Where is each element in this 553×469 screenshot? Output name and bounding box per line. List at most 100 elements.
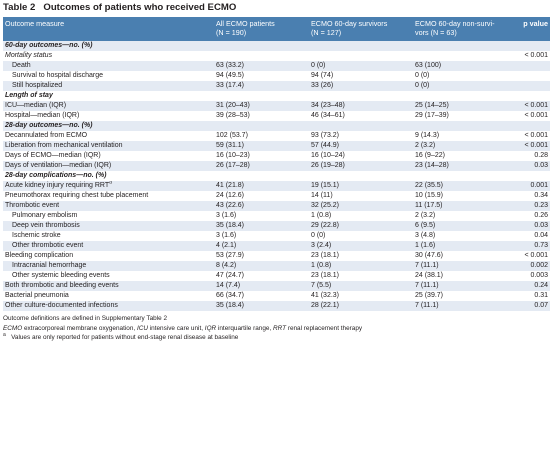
- table-row: Bleeding complication 53 (27.9) 23 (18.1) 3…: [3, 251, 550, 261]
- table-row: Both thrombotic and bleeding events 14 (7…: [3, 281, 550, 291]
- cell-survivors: 3 (2.4): [309, 241, 413, 251]
- cell-p-value: 0.03: [513, 161, 550, 171]
- notes-abbreviations: ECMO extracorporeal membrane oxygenation…: [3, 324, 550, 334]
- cell-all-ecmo: 59 (31.1): [214, 141, 309, 151]
- cell-p-value: 0.003: [530, 272, 548, 279]
- row-label: Bacterial pneumonia: [5, 292, 69, 299]
- row-label: Decannulated from ECMO: [5, 132, 88, 139]
- cell-p-value: < 0.001: [513, 141, 550, 151]
- cell-all-ecmo: [214, 171, 309, 181]
- table-row: Intracranial hemorrhage 8 (4.2) 1 (0.8) 7 (…: [3, 261, 550, 271]
- header-row: Outcome measure All ECMO patients (N = 1…: [3, 17, 550, 41]
- header-survivors: ECMO 60-day survivors (N = 127): [309, 17, 413, 41]
- row-label: Both thrombotic and bleeding events: [3, 281, 214, 291]
- cell-non-survivors: 25 (14–25): [413, 101, 513, 111]
- cell-non-survivors: 0 (0): [413, 81, 513, 91]
- cell-all-ecmo: 16 (10–23): [216, 152, 250, 159]
- row-label: Ischemic stroke: [12, 232, 61, 239]
- table-row: Still hospitalized 33 (17.4) 33 (26) 0 (0): [3, 81, 550, 91]
- cell-non-survivors: 6 (9.5): [413, 221, 513, 231]
- row-label: Days of ventilation—median (IQR): [3, 161, 214, 171]
- row-label: 60-day outcomes—no. (%): [3, 41, 214, 51]
- cell-all-ecmo: 63 (33.2): [214, 61, 309, 71]
- table-row: Pulmonary embolism 3 (1.6) 1 (0.8) 2 (3.2) 0…: [3, 211, 550, 221]
- cell-all-ecmo: 33 (17.4): [214, 81, 309, 91]
- row-label: Days of ECMO—median (IQR): [5, 152, 101, 159]
- table-row: ICU—median (IQR) 31 (20–43) 34 (23–48) 25 (…: [3, 101, 550, 111]
- table-row: Survival to hospital discharge 94 (49.5) 9…: [3, 71, 550, 81]
- cell-p-value: [513, 71, 550, 81]
- cell-non-survivors: 3 (4.8): [415, 232, 436, 239]
- cell-survivors: 19 (15.1): [309, 181, 413, 191]
- cell-p-value: 0.002: [513, 261, 550, 271]
- abbr-term: ICU: [136, 324, 148, 332]
- cell-survivors: [309, 121, 413, 131]
- cell-survivors: 32 (25.2): [309, 201, 413, 211]
- cell-non-survivors: 11 (17.5): [413, 201, 513, 211]
- section-row: 60-day outcomes—no. (%): [3, 41, 550, 51]
- row-label: Length of stay: [5, 92, 53, 99]
- cell-survivors: [309, 171, 413, 181]
- header-all-ecmo: All ECMO patients (N = 190): [214, 17, 309, 41]
- cell-all-ecmo: 3 (1.6): [216, 232, 237, 239]
- cell-p-value: 0.24: [513, 281, 550, 291]
- row-label: Death: [3, 61, 214, 71]
- table-caption: Table 2 Outcomes of patients who receive…: [3, 2, 550, 14]
- table-row: Thrombotic event 43 (22.6) 32 (25.2) 11 (17…: [3, 201, 550, 211]
- row-label: Other systemic bleeding events: [12, 272, 110, 279]
- table-row: Hospital—median (IQR) 39 (28–53) 46 (34–61…: [3, 111, 550, 121]
- cell-survivors: 1 (0.8): [309, 261, 413, 271]
- cell-all-ecmo: [214, 51, 309, 61]
- abbr-definition: interquartile range,: [216, 324, 274, 332]
- cell-non-survivors: 24 (38.1): [415, 272, 444, 279]
- footnote-text: Values are only reported for patients wi…: [11, 334, 239, 341]
- cell-non-survivors: 30 (47.6): [415, 252, 444, 259]
- header-p-value: p value: [513, 17, 550, 41]
- cell-non-survivors: [413, 171, 513, 181]
- caption-label: Table 2: [3, 2, 36, 13]
- section-row: 28-day complications—no. (%): [3, 171, 550, 181]
- cell-p-value: < 0.001: [524, 52, 548, 59]
- cell-all-ecmo: 39 (28–53): [216, 112, 250, 119]
- cell-p-value: [513, 91, 550, 101]
- cell-p-value: < 0.001: [524, 132, 548, 139]
- cell-non-survivors: [413, 91, 513, 101]
- caption-text: Outcomes of patients who received ECMO: [43, 2, 237, 13]
- cell-survivors: 0 (0): [309, 61, 413, 71]
- cell-p-value: 0.001: [513, 181, 550, 191]
- table-row: Other thrombotic event 4 (2.1) 3 (2.4) 1 (1…: [3, 241, 550, 251]
- cell-survivors: 28 (22.1): [309, 301, 413, 311]
- cell-survivors: 29 (22.8): [309, 221, 413, 231]
- table-row: Deep vein thrombosis 35 (18.4) 29 (22.8) 6 …: [3, 221, 550, 231]
- row-label: Acute kidney injury requiring RRTa: [3, 181, 214, 191]
- cell-p-value: [513, 81, 550, 91]
- cell-p-value: 0.34: [534, 192, 548, 199]
- cell-non-survivors: 9 (14.3): [415, 132, 440, 139]
- footnote-mark: a: [3, 331, 6, 338]
- cell-p-value: 0.03: [513, 221, 550, 231]
- row-label: Liberation from mechanical ventilation: [3, 141, 214, 151]
- cell-all-ecmo: 66 (34.7): [216, 292, 245, 299]
- table-row: Days of ECMO—median (IQR) 16 (10–23) 16 (1…: [3, 151, 550, 161]
- cell-non-survivors: 23 (14–28): [413, 161, 513, 171]
- row-label: Deep vein thrombosis: [3, 221, 214, 231]
- cell-survivors: 14 (11): [311, 192, 333, 199]
- cell-survivors: [309, 51, 413, 61]
- cell-p-value: < 0.001: [513, 101, 550, 111]
- cell-non-survivors: 16 (9–22): [415, 152, 445, 159]
- cell-survivors: 1 (0.8): [311, 212, 332, 219]
- table-notes: Outcome definitions are defined in Suppl…: [3, 314, 550, 343]
- cell-all-ecmo: 41 (21.8): [214, 181, 309, 191]
- abbr-term: ECMO: [3, 324, 23, 332]
- cell-p-value: 0.73: [513, 241, 550, 251]
- header-outcome-measure: Outcome measure: [3, 17, 214, 41]
- cell-all-ecmo: 24 (12.6): [216, 192, 245, 199]
- cell-all-ecmo: 35 (18.4): [214, 301, 309, 311]
- table-row: Death 63 (33.2) 0 (0) 63 (100): [3, 61, 550, 71]
- header-non-survivors: ECMO 60-day non-survi- vors (N = 63): [413, 17, 513, 41]
- cell-survivors: 33 (26): [309, 81, 413, 91]
- abbr-definition: extracorporeal membrane oxygenation,: [22, 324, 137, 332]
- section-row: 28-day outcomes—no. (%): [3, 121, 550, 131]
- cell-non-survivors: 0 (0): [415, 72, 430, 79]
- cell-non-survivors: 1 (1.6): [413, 241, 513, 251]
